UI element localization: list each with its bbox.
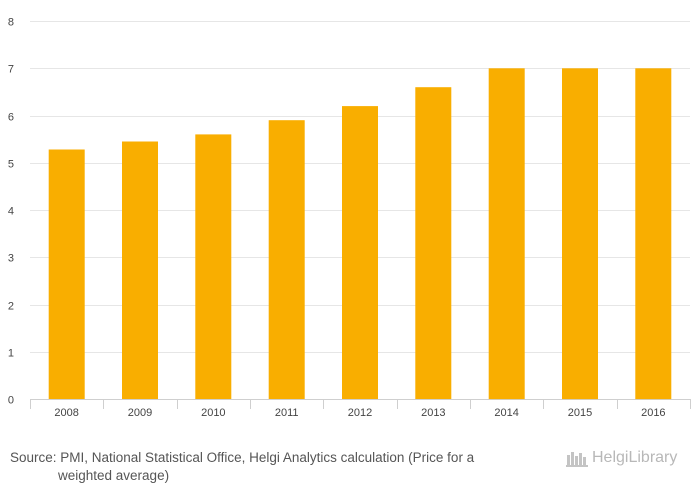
- bar-2009: [122, 141, 158, 399]
- bar-2015: [562, 68, 598, 400]
- bar-2014: [488, 68, 525, 400]
- helgilibrary-logo: HelgiLibrary: [566, 449, 677, 467]
- y-tick-label-0: 0: [8, 395, 14, 407]
- source-note: Source: PMI, National Statistical Office…: [10, 449, 530, 485]
- bar-2012: [342, 106, 378, 399]
- bar-2016: [635, 68, 672, 400]
- logo-text: HelgiLibrary: [592, 449, 678, 466]
- x-tick-label-2008: 2008: [54, 407, 78, 419]
- bar-2013: [415, 87, 452, 399]
- x-tick-label-2015: 2015: [568, 407, 592, 419]
- y-tick-label-1: 1: [8, 348, 14, 360]
- x-tick-label-2010: 2010: [201, 407, 225, 419]
- y-tick-label-3: 3: [8, 253, 14, 265]
- bar-chart: 0 1 2 3 4 5 6 7 8 2008 2009 2010 2011 2012 2013 2014 201…: [8, 17, 691, 419]
- y-tick-label-8: 8: [8, 17, 14, 29]
- library-icon: [566, 452, 588, 467]
- bar-2008: [48, 149, 85, 399]
- bar-2010: [195, 134, 232, 399]
- x-tick-label-2013: 2013: [421, 407, 445, 419]
- y-tick-label-5: 5: [8, 159, 14, 171]
- x-tick-label-2009: 2009: [128, 407, 152, 419]
- y-tick-label-2: 2: [8, 301, 14, 313]
- x-tick-label-2011: 2011: [275, 407, 299, 419]
- y-tick-label-7: 7: [8, 64, 14, 76]
- x-tick-label-2016: 2016: [641, 407, 665, 419]
- bar-2011: [268, 120, 305, 399]
- source-line-1: Source: PMI, National Statistical Office…: [10, 450, 475, 465]
- x-tick-label-2012: 2012: [348, 407, 372, 419]
- y-tick-label-6: 6: [8, 112, 14, 124]
- source-line-2: weighted average): [58, 468, 170, 483]
- x-tick-label-2014: 2014: [494, 407, 518, 419]
- y-tick-label-4: 4: [8, 206, 14, 218]
